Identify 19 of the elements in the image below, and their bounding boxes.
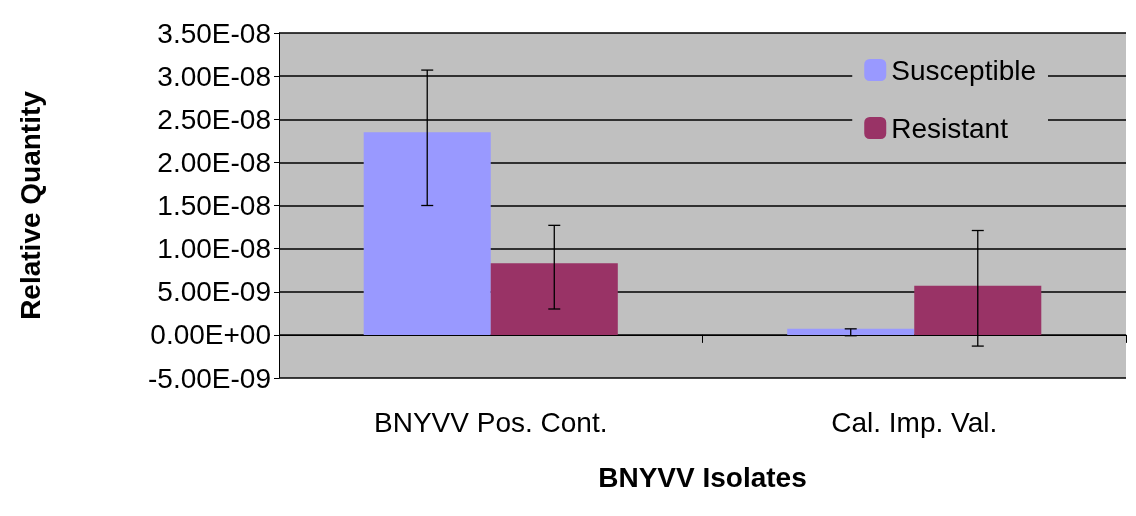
x-tick-label: BNYVV Pos. Cont. [374, 406, 608, 438]
y-tick-label: 1.00E-08 [157, 233, 271, 265]
bar [787, 328, 915, 335]
y-tick-label: 3.50E-08 [157, 17, 271, 49]
y-tick-label: 3.00E-08 [157, 60, 271, 92]
y-tick-label: 2.00E-08 [157, 146, 271, 178]
x-axis-title: BNYVV Isolates [598, 461, 807, 493]
y-axis-title: Relative Quantity [14, 90, 46, 320]
y-tick-label: -5.00E-09 [148, 362, 271, 394]
x-tick-label: Cal. Imp. Val. [831, 406, 998, 438]
bar [914, 285, 1042, 335]
y-tick-label: 0.00E+00 [150, 319, 271, 351]
bar [490, 263, 618, 335]
bar [363, 132, 491, 335]
legend-label: Susceptible [891, 54, 1037, 86]
y-tick-label: 1.50E-08 [157, 190, 271, 221]
legend-label: Resistant [891, 112, 1009, 144]
y-tick-label: 5.00E-09 [157, 276, 271, 308]
y-tick-label: 2.50E-08 [157, 103, 271, 135]
